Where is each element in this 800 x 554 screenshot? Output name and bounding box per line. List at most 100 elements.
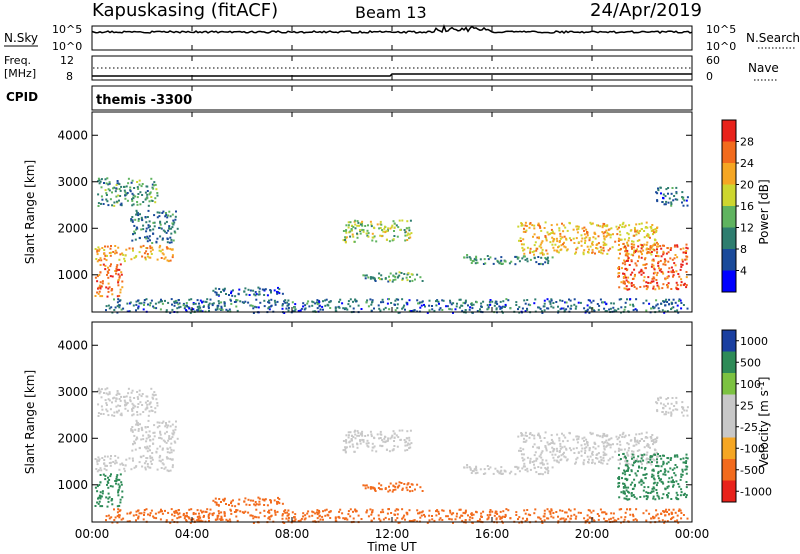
heatmap-cell: [655, 514, 658, 517]
heatmap-cell: [526, 307, 528, 310]
heatmap-cell: [396, 513, 399, 516]
heatmap-cell: [452, 302, 455, 305]
heatmap-cell: [685, 199, 688, 202]
heatmap-cell: [136, 211, 139, 214]
heatmap-cell: [602, 456, 605, 459]
heatmap-cell: [149, 457, 152, 460]
heatmap-cell: [159, 300, 162, 303]
heatmap-cell: [199, 309, 202, 312]
heatmap-cell: [563, 245, 566, 248]
heatmap-cell: [677, 288, 680, 291]
heatmap-cell: [264, 498, 267, 501]
heatmap-cell: [133, 187, 136, 189]
heatmap-cell: [113, 298, 115, 301]
heatmap-cell: [637, 245, 640, 248]
heatmap-cell: [562, 517, 565, 520]
heatmap-cell: [638, 449, 641, 452]
heatmap-cell: [371, 236, 374, 239]
heatmap-cell: [660, 255, 663, 258]
heatmap-cell: [561, 446, 564, 449]
heatmap-cell: [586, 441, 588, 443]
heatmap-cell: [267, 307, 270, 310]
heatmap-cell: [604, 310, 607, 313]
heatmap-cell: [657, 495, 660, 498]
heatmap-cell: [523, 252, 526, 255]
heatmap-cell: [647, 486, 650, 489]
heatmap-cell: [401, 219, 404, 222]
heatmap-cell: [645, 263, 648, 266]
heatmap-cell: [126, 409, 129, 412]
heatmap-cell: [441, 509, 444, 512]
heatmap-cell: [158, 459, 161, 462]
heatmap-cell: [142, 518, 145, 521]
heatmap-cell: [630, 259, 633, 262]
heatmap-cell: [129, 511, 132, 514]
heatmap-cell: [153, 394, 155, 397]
heatmap-cell: [628, 491, 630, 494]
heatmap-cell: [650, 436, 653, 438]
heatmap-cell: [635, 508, 638, 511]
heatmap-cell: [408, 229, 411, 232]
heatmap-cell: [105, 469, 108, 472]
heatmap-cell: [670, 247, 673, 250]
heatmap-cell: [94, 486, 97, 489]
heatmap-cell: [397, 521, 400, 524]
heatmap-cell: [378, 437, 381, 440]
heatmap-cell: [653, 277, 656, 280]
heatmap-cell: [617, 267, 620, 270]
heatmap-cell: [111, 204, 114, 207]
heatmap-cell: [132, 197, 135, 200]
heatmap-cell: [114, 306, 117, 309]
heatmap-cell: [625, 287, 628, 290]
heatmap-cell: [359, 232, 362, 235]
heatmap-cell: [560, 244, 563, 247]
heatmap-cell: [652, 233, 654, 236]
heatmap-cell: [673, 245, 676, 248]
heatmap-cell: [651, 473, 654, 476]
heatmap-cell: [110, 306, 113, 309]
heatmap-cell: [535, 261, 538, 264]
heatmap-cell: [313, 520, 316, 523]
heatmap-cell: [104, 245, 106, 248]
heatmap-cell: [266, 294, 269, 297]
heatmap-cell: [461, 309, 464, 312]
heatmap-cell: [584, 239, 587, 242]
heatmap-cell: [556, 433, 559, 436]
heatmap-cell: [616, 228, 619, 231]
heatmap-cell: [236, 309, 239, 312]
heatmap-cell: [666, 496, 669, 499]
heatmap-cell: [303, 308, 306, 311]
heatmap-cell: [601, 226, 604, 229]
heatmap-cell: [644, 467, 647, 469]
heatmap-cell: [644, 477, 647, 480]
heatmap-cell: [99, 497, 102, 500]
heatmap-cell: [174, 510, 177, 513]
heatmap-cell: [362, 439, 365, 441]
heatmap-cell: [610, 437, 613, 440]
heatmap-cell: [657, 474, 660, 477]
heatmap-cell: [526, 517, 528, 520]
heatmap-cell: [587, 251, 590, 254]
heatmap-cell: [585, 438, 588, 441]
heatmap-cell: [134, 238, 137, 241]
heatmap-cell: [495, 510, 498, 513]
heatmap-cell: [626, 249, 629, 252]
heatmap-cell: [655, 304, 658, 307]
heatmap-cell: [143, 301, 146, 304]
heatmap-cell: [639, 230, 641, 232]
heatmap-cell: [605, 303, 608, 306]
heatmap-cell: [680, 278, 683, 281]
heatmap-cell: [599, 456, 602, 459]
heatmap-cell: [406, 430, 409, 433]
heatmap-cell: [540, 310, 543, 313]
heatmap-cell: [647, 276, 650, 279]
heatmap-cell: [138, 389, 141, 392]
heatmap-cell: [232, 499, 234, 502]
heatmap-cell: [681, 258, 684, 261]
heatmap-cell: [388, 279, 391, 282]
heatmap-cell: [94, 458, 97, 460]
heatmap-cell: [408, 439, 411, 442]
heatmap-cell: [192, 308, 195, 311]
heatmap-cell: [207, 303, 210, 306]
heatmap-cell: [643, 468, 646, 471]
